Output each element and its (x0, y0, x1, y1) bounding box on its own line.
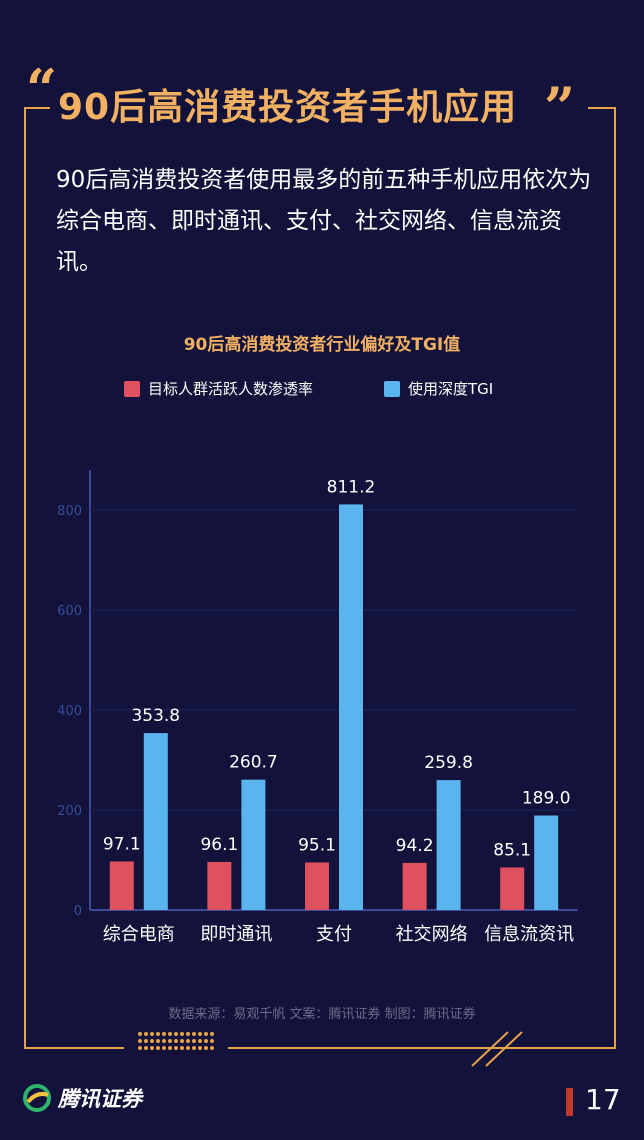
y-tick-label: 800 (57, 504, 82, 519)
frame-bottom-left-line (24, 1047, 124, 1049)
x-tick-label: 即时通讯 (200, 924, 272, 945)
bar-penetration (207, 861, 232, 910)
brand-name: 腾讯证券 (58, 1087, 142, 1111)
x-tick-label: 社交网络 (396, 924, 468, 945)
legend-label-penetration: 目标人群活跃人数渗透率 (148, 380, 314, 398)
decorative-dot (168, 1039, 172, 1043)
decorative-dot (192, 1032, 196, 1036)
bar-tgi (339, 504, 363, 910)
data-label: 94.2 (396, 836, 434, 856)
decorative-dot (204, 1046, 208, 1050)
bar-tgi (436, 780, 461, 910)
decorative-dot (192, 1039, 196, 1043)
data-label: 259.8 (424, 753, 473, 773)
data-label: 260.7 (229, 753, 278, 773)
bar-tgi (534, 815, 559, 910)
decorative-dot (180, 1046, 184, 1050)
decorative-dot (156, 1032, 160, 1036)
decorative-dot (138, 1039, 142, 1043)
frame-top-right-line (588, 107, 616, 109)
page-number-bar (566, 1088, 573, 1116)
decorative-dot (174, 1032, 178, 1036)
decorative-dot (150, 1046, 154, 1050)
decorative-dot (174, 1039, 178, 1043)
label-layer: 97.1 353.8 综合电商 96.1 260.7 即时通讯 95.1 811.2 支付 94.… (103, 477, 574, 945)
decorative-dot (186, 1032, 190, 1036)
data-label: 353.8 (131, 706, 180, 726)
bar-penetration (109, 861, 134, 910)
decorative-dot (156, 1046, 160, 1050)
decorative-dot (210, 1046, 214, 1050)
decorative-dot (198, 1039, 202, 1043)
decorative-dot (180, 1039, 184, 1043)
tencent-securities-logo-icon (23, 1084, 51, 1112)
x-tick-label: 信息流资讯 (484, 924, 574, 945)
bar-tgi (241, 779, 266, 910)
data-label: 96.1 (200, 835, 238, 855)
decorative-dot (198, 1032, 202, 1036)
x-tick-label: 综合电商 (103, 924, 175, 945)
data-label: 85.1 (493, 840, 531, 860)
y-tick-label: 600 (57, 604, 82, 619)
data-label: 97.1 (103, 834, 141, 854)
legend-item-penetration: 目标人群活跃人数渗透率 (124, 378, 313, 399)
y-tick-label: 400 (57, 704, 82, 719)
decorative-dot (144, 1032, 148, 1036)
x-tick-label: 支付 (316, 924, 352, 945)
page-number: 17 (585, 1083, 621, 1116)
decorative-dot (144, 1046, 148, 1050)
frame-bottom-right-line (228, 1047, 616, 1049)
decorative-dot (162, 1046, 166, 1050)
decorative-dot (198, 1046, 202, 1050)
decorative-dot (210, 1032, 214, 1036)
bar-tgi (143, 733, 168, 910)
page-title: 90后高消费投资者手机应用 (58, 87, 518, 128)
decorative-dot (156, 1039, 160, 1043)
legend-swatch-tgi (384, 380, 400, 397)
decorative-dot (186, 1039, 190, 1043)
brand-logo: 腾讯证券 (22, 1083, 142, 1113)
decorative-dot (180, 1032, 184, 1036)
y-tick-label: 0 (74, 904, 82, 919)
decorative-dot (186, 1046, 190, 1050)
data-label: 189.0 (522, 789, 571, 809)
bar-layer (109, 504, 559, 910)
bar-chart: 0 200 400 600 800 97.1 353.8 综合电商 96.1 260.7 即时通讯… (57, 470, 578, 945)
decorative-dot (162, 1032, 166, 1036)
decorative-dot (204, 1039, 208, 1043)
decorative-dot (144, 1039, 148, 1043)
data-source-note: 数据来源：易观千帆 文案：腾讯证券 制图：腾讯证券 (168, 1007, 476, 1022)
intro-paragraph: 90后高消费投资者使用最多的前五种手机应用依次为综合电商、即时通讯、支付、社交网… (56, 167, 592, 275)
decorative-dot (138, 1046, 142, 1050)
chart-title: 90后高消费投资者行业偏好及TGI值 (183, 335, 461, 355)
legend-swatch-penetration (124, 380, 140, 397)
frame-right-line (614, 107, 616, 1049)
bar-penetration (305, 862, 329, 910)
data-label: 811.2 (327, 477, 376, 497)
y-tick-label: 200 (57, 804, 82, 819)
frame-top-left-line (24, 107, 50, 109)
decorative-dot (150, 1032, 154, 1036)
decorative-dot (162, 1039, 166, 1043)
decorative-dot (174, 1046, 178, 1050)
open-quote-icon: “ (26, 57, 58, 121)
decorative-dot (210, 1039, 214, 1043)
legend-label-tgi: 使用深度TGI (408, 380, 494, 398)
grid-layer: 0 200 400 600 800 (57, 470, 578, 919)
legend-item-tgi: 使用深度TGI (384, 378, 493, 399)
decorative-dot (150, 1039, 154, 1043)
bar-penetration (500, 867, 525, 910)
decorative-dot (138, 1032, 142, 1036)
decorative-dot (204, 1032, 208, 1036)
decorative-dot (192, 1046, 196, 1050)
decorative-dot (168, 1032, 172, 1036)
close-quote-icon: ” (544, 75, 576, 139)
decorative-slash-icon (471, 1031, 523, 1067)
frame-left-line (24, 107, 26, 1049)
bar-penetration (402, 862, 427, 910)
data-label: 95.1 (298, 835, 336, 855)
decorative-dot (168, 1046, 172, 1050)
